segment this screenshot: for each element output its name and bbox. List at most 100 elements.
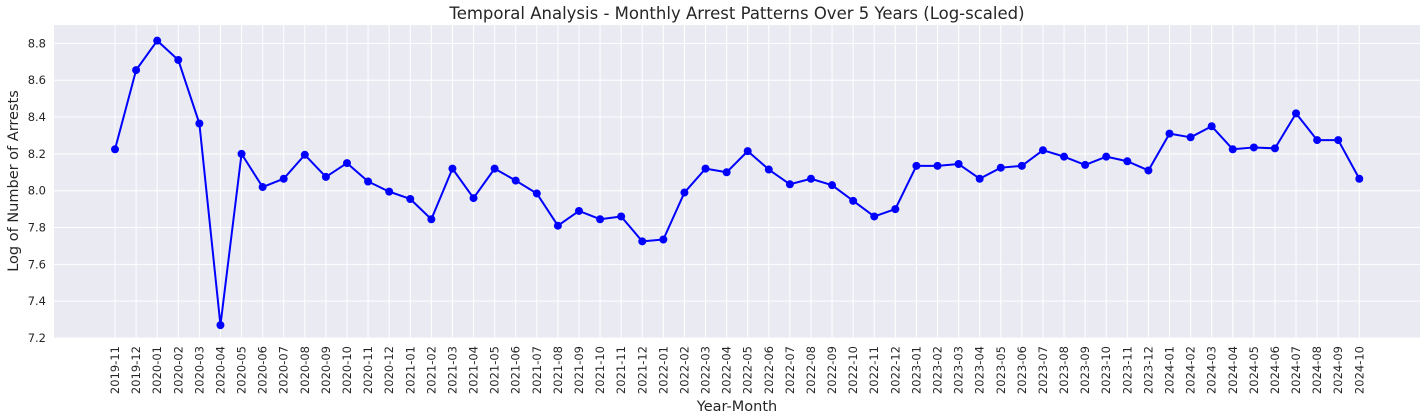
x-tick-label: 2021-01 — [403, 346, 417, 394]
x-tick-label: 2021-08 — [551, 346, 565, 394]
x-tick-label: 2021-02 — [424, 346, 438, 394]
y-tick-label: 7.8 — [28, 221, 46, 235]
series-line-group — [111, 36, 1364, 330]
x-tick-label: 2020-06 — [256, 346, 270, 394]
x-tick-label: 2023-08 — [1057, 346, 1071, 394]
x-tick-label: 2020-11 — [361, 346, 375, 394]
data-point — [806, 174, 815, 183]
x-tick-label: 2021-05 — [488, 346, 502, 394]
x-tick-label: 2021-03 — [445, 346, 459, 394]
data-point — [996, 163, 1005, 172]
data-point — [342, 159, 351, 168]
data-point — [469, 194, 478, 203]
x-tick-label: 2021-06 — [509, 346, 523, 394]
data-point — [174, 55, 183, 64]
data-point — [490, 164, 499, 173]
data-point — [427, 215, 436, 224]
data-point — [933, 161, 942, 170]
data-point — [870, 212, 879, 221]
data-point — [1144, 166, 1153, 175]
data-point — [321, 172, 330, 181]
x-tick-label: 2020-04 — [213, 346, 227, 394]
y-tick-label: 8.0 — [28, 184, 46, 198]
x-axis-label: Year-Month — [696, 399, 777, 415]
data-point — [743, 147, 752, 156]
x-tick-label: 2022-03 — [699, 346, 713, 394]
data-point — [659, 235, 668, 244]
x-tick-label: 2023-09 — [1078, 346, 1092, 394]
data-point — [1123, 157, 1132, 166]
x-axis-ticks: 2019-11 2019-12 2020-01 2020-02 2020-03 2020-… — [108, 346, 1366, 394]
data-point — [153, 36, 162, 45]
data-point — [1207, 122, 1216, 131]
chart-title: Temporal Analysis - Monthly Arrest Patte… — [448, 4, 1024, 23]
data-point — [1355, 174, 1364, 183]
data-point — [1270, 144, 1279, 153]
x-tick-label: 2021-07 — [530, 346, 544, 394]
x-tick-label: 2022-07 — [783, 346, 797, 394]
y-tick-label: 8.2 — [28, 147, 46, 161]
data-point — [1038, 146, 1047, 155]
y-tick-label: 8.6 — [28, 73, 46, 87]
data-point — [1081, 160, 1090, 169]
data-point — [1228, 145, 1237, 154]
x-tick-label: 2022-08 — [804, 346, 818, 394]
y-tick-label: 7.6 — [28, 257, 46, 271]
x-tick-label: 2024-07 — [1289, 346, 1303, 394]
x-tick-label: 2022-09 — [825, 346, 839, 394]
data-point — [701, 164, 710, 173]
data-point — [511, 176, 520, 185]
y-tick-label: 8.4 — [28, 110, 46, 124]
data-point — [1186, 133, 1195, 142]
x-tick-label: 2022-10 — [846, 346, 860, 394]
x-tick-label: 2020-07 — [277, 346, 291, 394]
data-point — [132, 66, 141, 75]
x-tick-label: 2020-10 — [340, 346, 354, 394]
grid-lines — [54, 25, 1420, 339]
data-point — [300, 150, 309, 159]
data-point — [828, 181, 837, 190]
x-tick-label: 2024-03 — [1205, 346, 1219, 394]
x-tick-label: 2022-12 — [888, 346, 902, 394]
x-tick-label: 2022-04 — [720, 346, 734, 394]
y-axis-ticks: 7.2 7.4 7.6 7.8 8.0 8.2 8.4 8.6 8.8 — [28, 36, 46, 345]
x-tick-label: 2023-04 — [973, 346, 987, 394]
y-tick-label: 8.8 — [28, 36, 46, 50]
x-tick-label: 2024-02 — [1184, 346, 1198, 394]
data-point — [1060, 152, 1069, 161]
data-point — [849, 196, 858, 205]
data-point — [617, 212, 626, 221]
data-point — [195, 119, 204, 128]
x-tick-label: 2021-11 — [614, 346, 628, 394]
data-point — [891, 205, 900, 214]
data-point — [1017, 161, 1026, 170]
x-tick-label: 2024-04 — [1226, 346, 1240, 394]
x-tick-label: 2020-02 — [171, 346, 185, 394]
data-point — [237, 149, 246, 158]
data-point — [448, 164, 457, 173]
x-tick-label: 2023-07 — [1036, 346, 1050, 394]
x-tick-label: 2024-10 — [1352, 346, 1366, 394]
x-tick-label: 2021-04 — [467, 346, 481, 394]
x-tick-label: 2023-06 — [1015, 346, 1029, 394]
data-point — [680, 188, 689, 197]
x-tick-label: 2023-12 — [1141, 346, 1155, 394]
data-point — [764, 165, 773, 174]
x-tick-label: 2020-08 — [298, 346, 312, 394]
data-point — [954, 160, 963, 169]
x-tick-label: 2020-05 — [235, 346, 249, 394]
y-axis-label: Log of Number of Arrests — [6, 90, 22, 272]
data-point — [1249, 143, 1258, 152]
data-point — [722, 168, 731, 177]
x-tick-label: 2021-09 — [572, 346, 586, 394]
x-tick-label: 2019-11 — [108, 346, 122, 394]
data-point — [1165, 129, 1174, 138]
x-tick-label: 2023-01 — [909, 346, 923, 394]
data-point — [1102, 152, 1111, 161]
x-tick-label: 2020-12 — [382, 346, 396, 394]
x-tick-label: 2022-05 — [741, 346, 755, 394]
data-point — [785, 180, 794, 189]
data-point — [258, 183, 267, 192]
data-point — [279, 174, 288, 183]
x-tick-label: 2022-11 — [867, 346, 881, 394]
